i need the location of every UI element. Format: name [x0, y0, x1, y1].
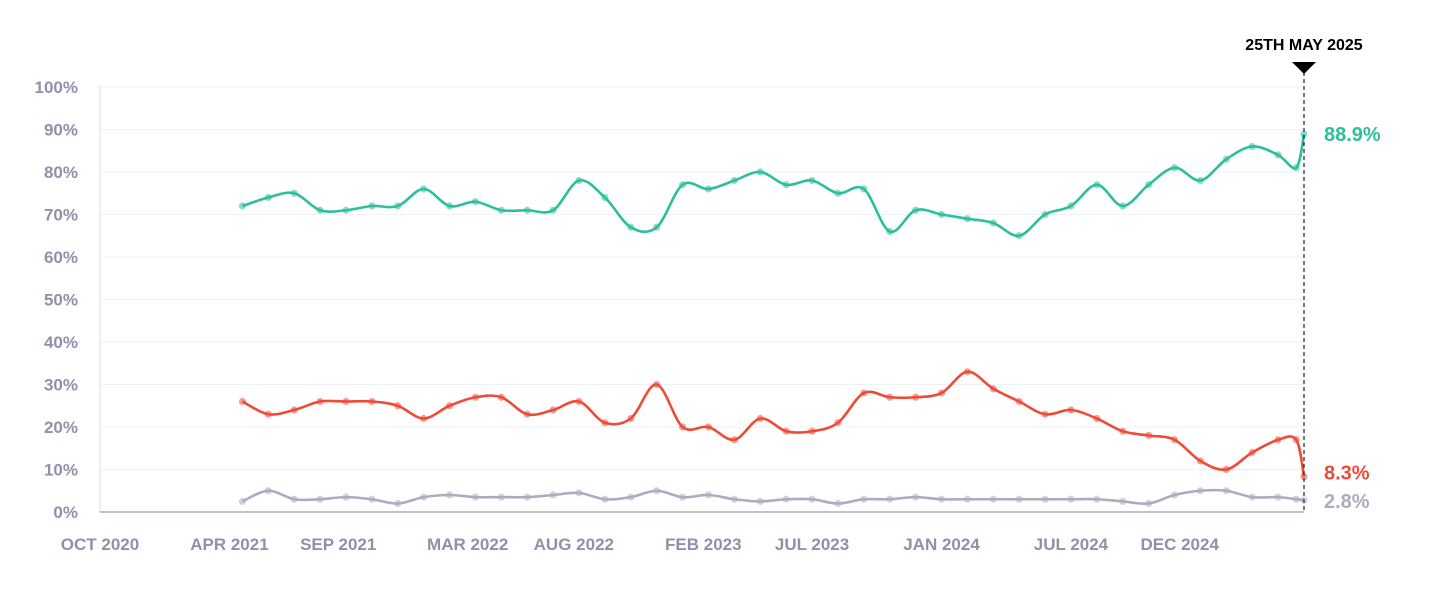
y-tick-label: 60%: [44, 248, 78, 267]
end-label-green: 88.9%: [1324, 124, 1381, 146]
y-tick-label: 40%: [44, 333, 78, 352]
date-marker-triangle-icon: [1292, 62, 1316, 74]
x-axis: OCT 2020 APR 2021 SEP 2021 MAR 2022 AUG 2022…: [61, 511, 1304, 554]
x-tick-label: SEP 2021: [300, 535, 376, 554]
y-tick-label: 30%: [44, 376, 78, 395]
y-tick-label: 10%: [44, 461, 78, 480]
x-tick-label: JUL 2023: [775, 535, 849, 554]
end-label-gray: 2.8%: [1324, 491, 1370, 513]
gridlines: [100, 86, 1304, 470]
x-tick-label: JAN 2024: [903, 535, 980, 554]
data-point: [1300, 130, 1308, 138]
series-line-red: [241, 370, 1306, 477]
date-marker: 25TH MAY 2025: [1245, 37, 1363, 512]
y-tick-label: 0%: [53, 503, 78, 522]
series-red: [238, 368, 1308, 481]
series-group: [238, 130, 1308, 508]
x-tick-label: JUL 2024: [1034, 535, 1109, 554]
y-axis: 0% 10% 20% 30% 40% 50% 60% 70% 80% 90% 100%: [35, 78, 101, 522]
end-label-red: 8.3%: [1324, 463, 1370, 485]
date-marker-label: 25TH MAY 2025: [1245, 37, 1363, 54]
x-tick-label: AUG 2022: [534, 535, 614, 554]
y-tick-label: 70%: [44, 206, 78, 225]
x-tick-label: MAR 2022: [427, 535, 508, 554]
series-line-gray: [241, 488, 1305, 506]
y-tick-label: 50%: [44, 291, 78, 310]
series-gray: [238, 487, 1308, 508]
series-line-green: [242, 133, 1306, 238]
y-tick-label: 80%: [44, 163, 78, 182]
x-tick-label: FEB 2023: [665, 535, 742, 554]
y-tick-label: 20%: [44, 418, 78, 437]
x-tick-label: OCT 2020: [61, 535, 139, 554]
x-tick-label: DEC 2024: [1140, 535, 1219, 554]
y-tick-label: 90%: [44, 121, 78, 140]
end-labels: 88.9% 8.3% 2.8%: [1324, 124, 1381, 513]
series-green: [238, 130, 1308, 240]
y-tick-label: 100%: [35, 78, 78, 97]
x-tick-label: APR 2021: [190, 535, 268, 554]
